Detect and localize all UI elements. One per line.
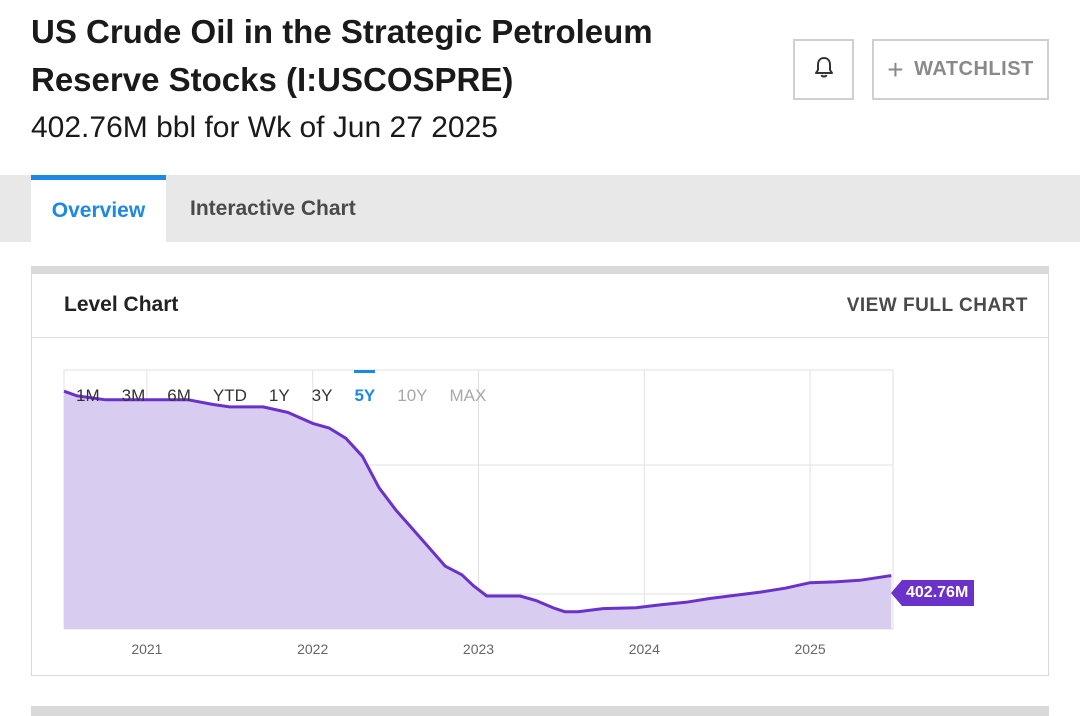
range-3y[interactable]: 3Y bbox=[311, 386, 333, 405]
range-1y[interactable]: 1Y bbox=[268, 386, 290, 405]
bell-icon bbox=[813, 55, 835, 84]
range-3m[interactable]: 3M bbox=[121, 386, 146, 405]
range-selector: 1M 3M 6M YTD 1Y 3Y 5Y 10Y MAX bbox=[64, 370, 487, 414]
x-tick-label: 2023 bbox=[463, 641, 494, 657]
watchlist-label: WATCHLIST bbox=[914, 58, 1034, 80]
latest-value-subtitle: 402.76M bbl for Wk of Jun 27 2025 bbox=[31, 111, 498, 144]
page-title: US Crude Oil in the Strategic Petroleum … bbox=[31, 13, 653, 98]
x-tick-label: 2022 bbox=[297, 641, 328, 657]
range-max[interactable]: MAX bbox=[449, 386, 487, 405]
chart-series-line bbox=[63, 389, 892, 614]
add-to-watchlist-button[interactable]: + WATCHLIST bbox=[872, 39, 1049, 100]
tab-interactive-chart[interactable]: Interactive Chart bbox=[190, 196, 356, 220]
x-tick-label: 2025 bbox=[795, 641, 826, 657]
alert-button[interactable] bbox=[793, 39, 854, 100]
card-title: Level Chart bbox=[64, 293, 179, 316]
range-5y[interactable]: 5Y bbox=[354, 370, 375, 414]
range-6m[interactable]: 6M bbox=[167, 386, 191, 405]
plus-icon: + bbox=[887, 53, 905, 85]
range-10y[interactable]: 10Y bbox=[397, 386, 428, 405]
x-tick-label: 2021 bbox=[131, 641, 162, 657]
last-value-tag: 402.76M bbox=[890, 580, 975, 606]
range-1m[interactable]: 1M bbox=[76, 386, 100, 405]
range-ytd[interactable]: YTD bbox=[212, 386, 247, 405]
tab-bar: Overview Interactive Chart bbox=[0, 175, 1080, 242]
chart-area-fill bbox=[64, 391, 892, 629]
x-tick-label: 2024 bbox=[629, 641, 660, 657]
view-full-chart-link[interactable]: VIEW FULL CHART bbox=[846, 295, 1028, 316]
next-card-divider bbox=[31, 706, 1049, 716]
tab-overview[interactable]: Overview bbox=[31, 175, 166, 242]
card-header: Level Chart VIEW FULL CHART bbox=[32, 274, 1048, 338]
card-top-divider bbox=[31, 266, 1049, 274]
